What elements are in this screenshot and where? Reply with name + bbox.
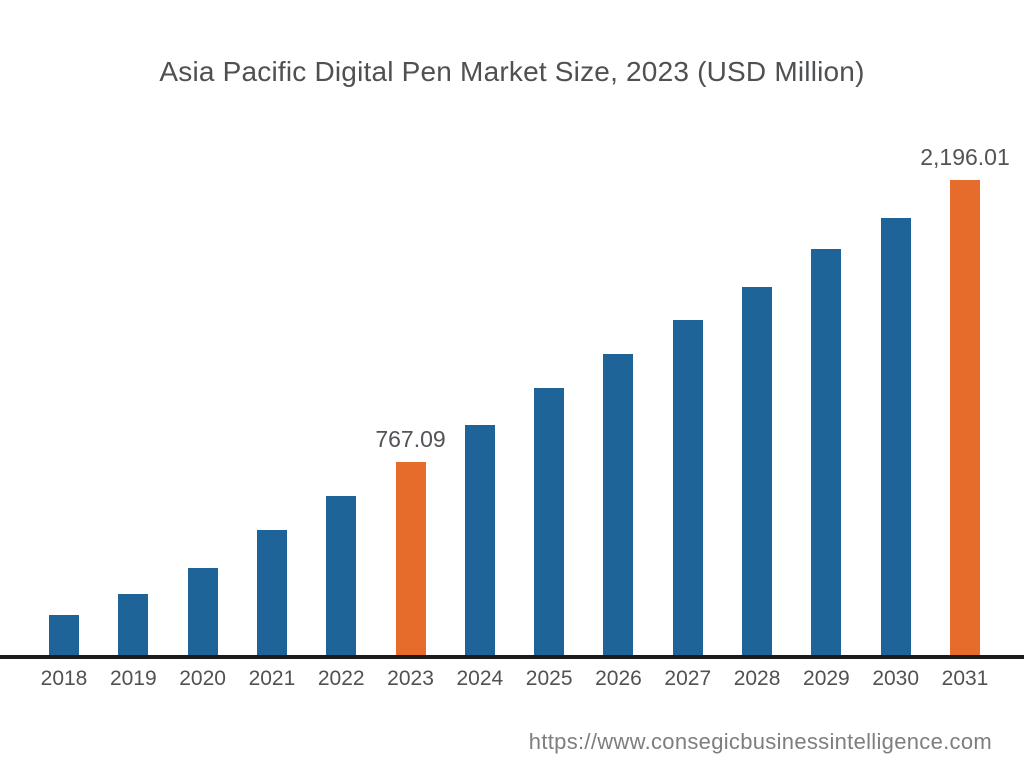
x-tick-2022: 2022 bbox=[317, 667, 365, 690]
bar-2031 bbox=[950, 180, 980, 657]
bar-2029 bbox=[811, 249, 842, 657]
x-tick-2025: 2025 bbox=[525, 667, 573, 690]
x-tick-2018: 2018 bbox=[40, 667, 88, 690]
data-label-2031: 2,196.01 bbox=[920, 144, 1010, 170]
bar-2028 bbox=[742, 287, 773, 657]
bar-2030 bbox=[880, 218, 911, 657]
bar-2027 bbox=[672, 320, 703, 657]
data-label-2023: 767.09 bbox=[375, 426, 446, 452]
source-url: https://www.consegicbusinessintelligence… bbox=[528, 729, 992, 754]
bar-2023 bbox=[395, 462, 426, 657]
bar-2021 bbox=[256, 530, 287, 657]
x-tick-2029: 2029 bbox=[803, 667, 850, 690]
chart-title: Asia Pacific Digital Pen Market Size, 20… bbox=[159, 56, 865, 87]
bar-2018 bbox=[49, 615, 79, 657]
bar-2020 bbox=[187, 568, 218, 657]
bar-2025 bbox=[534, 388, 565, 657]
bar-2024 bbox=[464, 425, 495, 657]
bar-2019 bbox=[118, 594, 149, 657]
x-tick-2020: 2020 bbox=[179, 667, 226, 690]
x-axis-labels: 2018 2019 2020 2021 2022 2023 2024 2025 2026 2027… bbox=[0, 667, 1024, 695]
x-tick-2030: 2030 bbox=[872, 667, 920, 690]
x-tick-2024: 2024 bbox=[456, 667, 504, 690]
plot-area: 767.09 2,196.01 bbox=[49, 144, 1010, 657]
x-tick-2028: 2028 bbox=[733, 667, 781, 690]
bar-2022 bbox=[326, 496, 357, 657]
x-tick-2027: 2027 bbox=[664, 667, 712, 690]
x-tick-2021: 2021 bbox=[248, 667, 296, 690]
x-tick-2019: 2019 bbox=[109, 667, 157, 690]
x-tick-2026: 2026 bbox=[595, 667, 642, 690]
bar-2026 bbox=[603, 354, 634, 657]
x-tick-2031: 2031 bbox=[941, 667, 989, 690]
x-tick-2023: 2023 bbox=[387, 667, 434, 690]
x-axis-line bbox=[0, 655, 1024, 659]
